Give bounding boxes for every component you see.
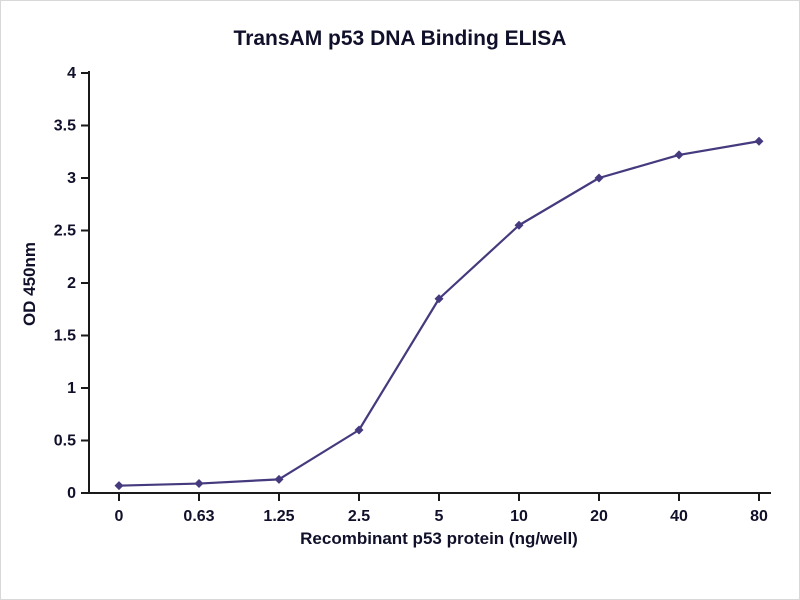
y-tick-label: 0.5 <box>54 433 76 450</box>
data-point <box>274 474 284 484</box>
y-tick-label: 1.5 <box>54 328 76 345</box>
y-tick-label: 3.5 <box>54 118 76 135</box>
y-tick-label: 3 <box>67 170 76 187</box>
data-point <box>434 294 444 304</box>
x-axis-label: Recombinant p53 protein (ng/well) <box>300 529 578 548</box>
y-tick-label: 1 <box>67 380 76 397</box>
y-tick-label: 2.5 <box>54 223 76 240</box>
x-tick-label: 0 <box>115 508 124 525</box>
y-tick-label: 2 <box>67 275 76 292</box>
data-line <box>118 140 760 487</box>
x-tick-label: 10 <box>510 508 528 525</box>
data-point <box>354 425 364 435</box>
y-tick-label: 0 <box>67 485 76 502</box>
x-tick-label: 5 <box>435 508 444 525</box>
x-tick-label: 20 <box>590 508 608 525</box>
y-tick-label: 4 <box>67 65 76 82</box>
x-tick-label: 1.25 <box>263 508 294 525</box>
data-point <box>594 173 604 183</box>
data-point <box>194 479 204 489</box>
x-tick-label: 80 <box>750 508 768 525</box>
x-tick-label: 2.5 <box>348 508 370 525</box>
data-point <box>674 150 684 160</box>
data-point <box>514 220 524 230</box>
x-tick-label: 40 <box>670 508 688 525</box>
x-tick-label: 0.63 <box>183 508 214 525</box>
chart-title: TransAM p53 DNA Binding ELISA <box>233 27 567 50</box>
data-point <box>114 481 124 491</box>
data-point <box>754 136 764 146</box>
